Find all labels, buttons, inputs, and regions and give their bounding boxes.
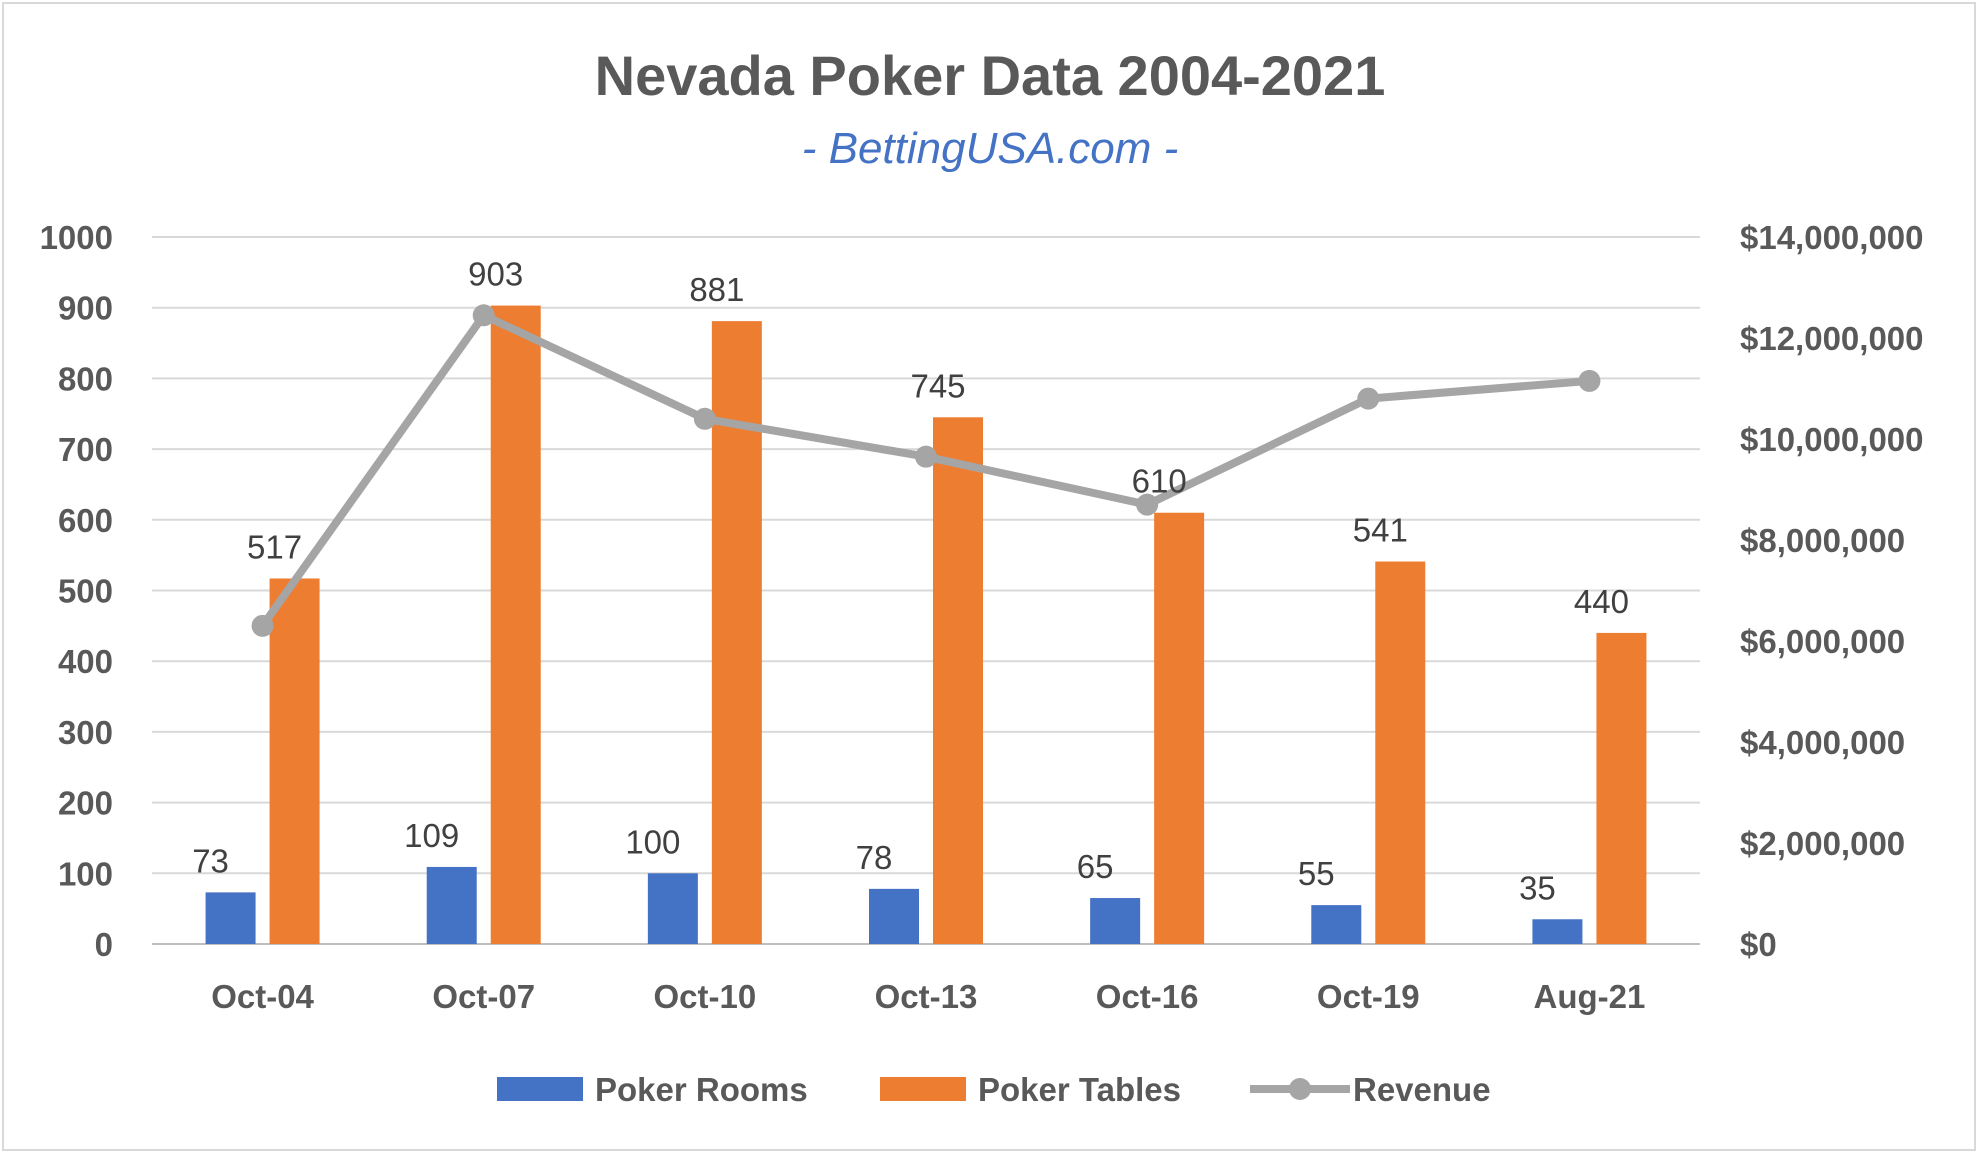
- data-label: 55: [1298, 855, 1335, 892]
- bar: [1375, 561, 1426, 944]
- data-label: 903: [468, 256, 523, 293]
- right-tick-label: $10,000,000: [1740, 421, 1924, 458]
- bar: [647, 873, 698, 944]
- revenue-line-group: [251, 304, 1601, 637]
- data-label: 440: [1574, 583, 1629, 620]
- right-tick-label: $0: [1740, 926, 1777, 963]
- legend-swatch: [497, 1077, 583, 1101]
- gridlines: [152, 236, 1700, 945]
- left-tick-label: 700: [58, 431, 113, 468]
- left-axis-ticks: 0 100 200 300 400 500 600 700 800 900 1000: [40, 219, 113, 963]
- left-tick-label: 0: [95, 926, 113, 963]
- left-tick-label: 1000: [40, 219, 113, 256]
- data-label: 541: [1353, 512, 1408, 549]
- chart-subtitle: - BettingUSA.com -: [802, 124, 1179, 173]
- bar: [869, 888, 919, 944]
- revenue-marker: [915, 445, 937, 468]
- data-label: 109: [404, 817, 459, 854]
- category-labels: Oct-04 Oct-07 Oct-10 Oct-13 Oct-16 Oct-19 Aug-…: [211, 978, 1645, 1015]
- bar: [269, 578, 320, 944]
- legend: Poker Rooms Poker Tables Revenue: [497, 1071, 1491, 1108]
- left-tick-label: 200: [58, 785, 113, 822]
- revenue-marker: [1357, 387, 1380, 410]
- bar: [205, 892, 256, 944]
- category-label: Oct-07: [432, 978, 535, 1015]
- data-labels: 73 109 100 78 65 55 35 517 903 881 745 610 541 440: [192, 256, 1629, 907]
- left-tick-label: 100: [58, 855, 113, 892]
- category-label: Oct-04: [211, 978, 314, 1015]
- right-tick-label: $8,000,000: [1740, 522, 1905, 559]
- revenue-marker: [1578, 369, 1601, 392]
- category-label: Oct-19: [1317, 978, 1420, 1015]
- left-tick-label: 600: [58, 502, 113, 539]
- left-tick-label: 300: [58, 714, 113, 751]
- revenue-marker: [251, 614, 274, 637]
- legend-label: Poker Tables: [978, 1071, 1181, 1108]
- category-label: Aug-21: [1534, 978, 1646, 1015]
- revenue-marker: [693, 407, 716, 430]
- bar: [1154, 512, 1205, 944]
- legend-swatch: [880, 1077, 966, 1101]
- revenue-marker: [1136, 493, 1159, 516]
- category-label: Oct-10: [653, 978, 756, 1015]
- data-label: 73: [192, 842, 229, 879]
- data-label: 517: [247, 528, 302, 565]
- legend-label: Revenue: [1353, 1071, 1491, 1108]
- data-label: 35: [1519, 869, 1556, 906]
- right-tick-label: $14,000,000: [1740, 219, 1924, 256]
- legend-label: Poker Rooms: [595, 1071, 808, 1108]
- data-label: 610: [1132, 463, 1187, 500]
- right-tick-label: $4,000,000: [1740, 724, 1905, 761]
- bar: [1596, 632, 1647, 944]
- bar: [1090, 898, 1141, 944]
- left-tick-label: 800: [58, 360, 113, 397]
- right-tick-label: $2,000,000: [1740, 825, 1905, 862]
- left-tick-label: 500: [58, 573, 113, 610]
- right-tick-label: $12,000,000: [1740, 320, 1924, 357]
- bar: [1532, 919, 1583, 944]
- legend-marker: [1289, 1078, 1311, 1100]
- data-label: 881: [689, 271, 744, 308]
- bar: [490, 305, 541, 945]
- data-label: 745: [910, 367, 965, 404]
- revenue-marker: [472, 304, 495, 327]
- left-tick-label: 900: [58, 290, 113, 327]
- left-tick-label: 400: [58, 643, 113, 680]
- chart-title: Nevada Poker Data 2004-2021: [595, 44, 1386, 107]
- data-label: 100: [625, 823, 680, 860]
- category-label: Oct-13: [875, 978, 978, 1015]
- data-label: 65: [1077, 848, 1114, 885]
- bar: [426, 866, 477, 944]
- right-axis-ticks: $0 $2,000,000 $4,000,000 $6,000,000 $8,000,0…: [1740, 219, 1924, 963]
- bar: [711, 321, 762, 944]
- bar: [1311, 905, 1362, 944]
- right-tick-label: $6,000,000: [1740, 623, 1905, 660]
- bar: [933, 417, 983, 944]
- category-label: Oct-16: [1096, 978, 1199, 1015]
- bars: [205, 305, 1647, 945]
- data-label: 78: [856, 839, 893, 876]
